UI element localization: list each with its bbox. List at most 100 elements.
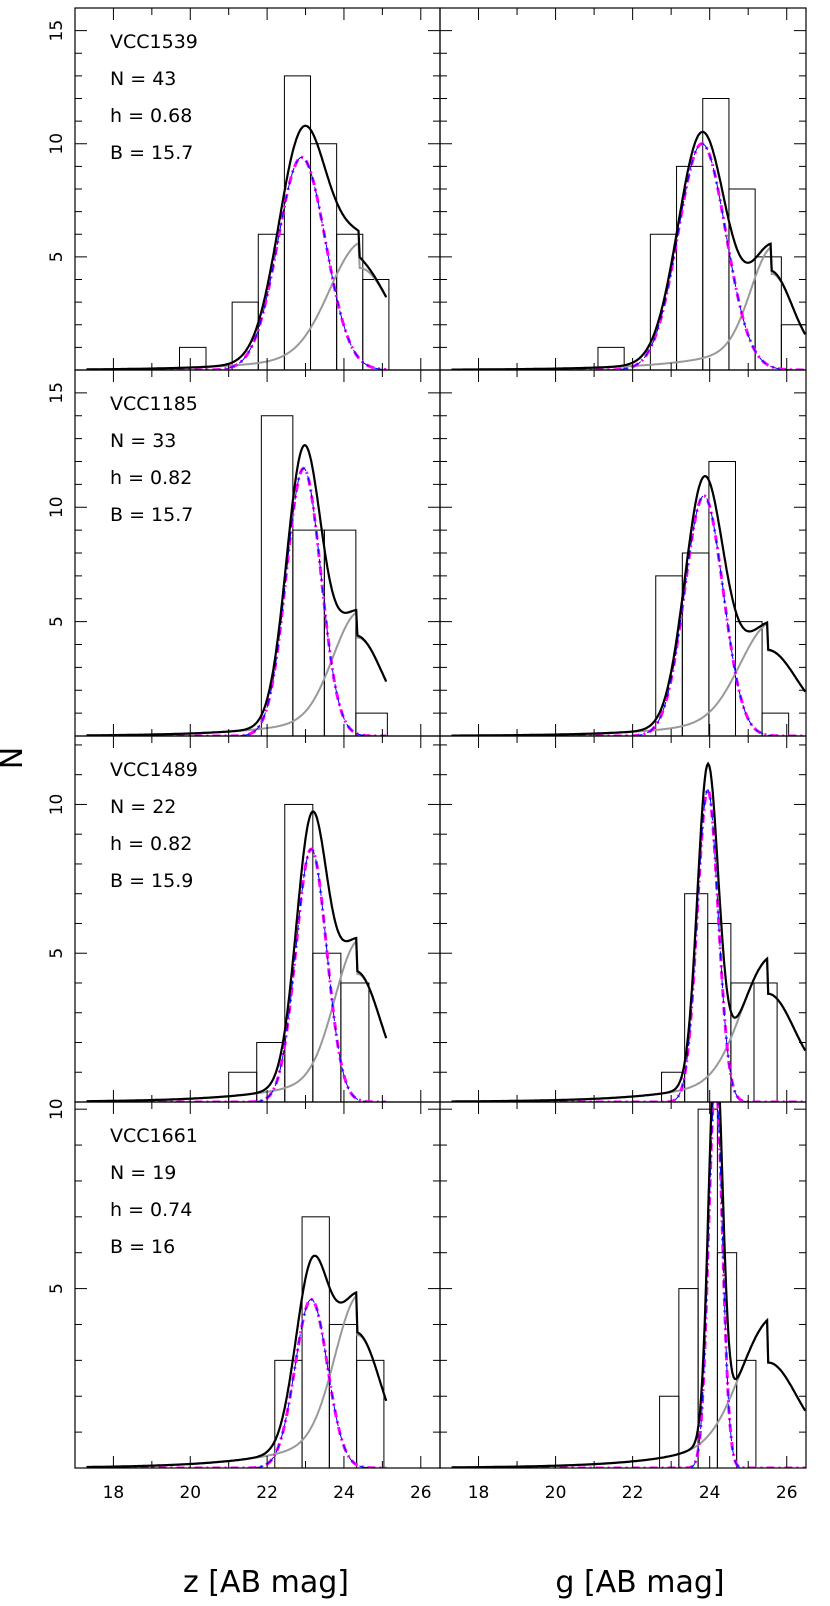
red-gc-curve-magenta <box>451 494 806 736</box>
panel-info-text: B = 16 <box>110 1236 175 1258</box>
histogram-bar <box>730 982 755 1102</box>
panel-frame <box>439 1101 807 1469</box>
histogram-bar <box>761 712 790 736</box>
total-fit-curve <box>451 1102 806 1468</box>
histogram-bar <box>754 256 782 370</box>
total-fit-curve <box>86 444 388 736</box>
panel-info-text: N = 22 <box>110 796 176 818</box>
histogram-bar <box>708 461 736 736</box>
panel-frame <box>74 7 441 371</box>
x-axis-label-left: z [AB mag] <box>183 1565 349 1600</box>
panel-vcc1489-z: 5 10 VCC1489 N = 22 h = 0.82 B = 15.9 <box>47 735 441 1103</box>
panel-vcc1489-g <box>439 735 807 1103</box>
x-tick-label: 18 <box>468 1483 490 1503</box>
panel-vcc1661-g: 18 20 22 24 26 <box>439 1101 807 1503</box>
red-gc-curve-magenta <box>451 142 806 370</box>
panel-info-text: VCC1661 <box>110 1125 198 1147</box>
histogram-bar <box>301 1216 330 1468</box>
y-tick-label: 5 <box>47 948 67 959</box>
red-gc-curve-blue <box>451 495 806 736</box>
histogram-bar <box>260 415 294 736</box>
total-fit-curve <box>451 761 806 1102</box>
histogram-bar <box>707 922 732 1102</box>
red-gc-curve-magenta <box>451 787 806 1102</box>
x-tick-label: 24 <box>699 1483 721 1503</box>
y-tick-label: 15 <box>47 382 67 404</box>
y-tick-label: 10 <box>47 496 67 518</box>
panel-info-text: B = 15.9 <box>110 870 193 892</box>
panel-info-text: B = 15.7 <box>110 504 193 526</box>
red-gc-curve-blue <box>86 467 387 736</box>
blue-gc-curve <box>451 245 806 370</box>
red-gc-curve-blue <box>451 789 806 1102</box>
blue-gc-curve <box>451 621 806 736</box>
panel-info-text: N = 19 <box>110 1162 176 1184</box>
y-tick-label: 10 <box>47 794 67 816</box>
y-tick-label: 5 <box>47 251 67 262</box>
x-tick-label: 22 <box>256 1483 278 1503</box>
x-tick-label: 18 <box>103 1483 125 1503</box>
histogram-bar <box>340 982 370 1102</box>
y-axis-label: N <box>0 747 30 769</box>
blue-gc-curve <box>86 1293 388 1468</box>
panel-vcc1539-z: 5 10 15 VCC1539 N = 43 h = 0.68 B = 15.7 <box>47 7 441 371</box>
red-gc-curve-blue <box>451 1102 806 1468</box>
blue-gc-curve <box>86 610 388 736</box>
panel-vcc1185-g <box>439 369 807 737</box>
panel-vcc1661-z: 5 10 VCC1661 N = 19 h = 0.74 B = 16 18 20 22 24 26 <box>47 1098 441 1503</box>
panel-info-text: VCC1539 <box>110 31 198 53</box>
red-gc-curve-magenta <box>86 155 387 370</box>
histogram-bar <box>702 98 730 370</box>
panel-frame <box>439 369 807 737</box>
histogram-bar <box>228 1071 258 1102</box>
blue-gc-curve <box>451 956 806 1102</box>
histogram-bar <box>597 346 625 370</box>
y-tick-label: 10 <box>47 133 67 155</box>
total-fit-curve <box>86 124 388 370</box>
panel-frame <box>74 735 441 1103</box>
y-tick-label: 15 <box>47 20 67 42</box>
y-tick-label: 5 <box>47 616 67 627</box>
histogram-bar <box>323 529 357 736</box>
panel-vcc1539-g <box>439 7 807 371</box>
total-fit-curve <box>86 1254 388 1468</box>
histogram-bar <box>780 324 806 370</box>
panel-info-text: h = 0.82 <box>110 833 192 855</box>
histogram-bar <box>753 982 778 1102</box>
panel-info-text: VCC1185 <box>110 393 198 415</box>
red-gc-curve-magenta <box>451 1102 806 1468</box>
y-tick-label: 10 <box>47 1098 67 1120</box>
histogram-bar <box>274 1359 303 1468</box>
panels-layer: 5 10 15 VCC1539 N = 43 h = 0.68 B = 15.7 5 10 15 V… <box>47 7 807 1503</box>
histogram-bar <box>356 1359 385 1468</box>
x-tick-label: 20 <box>545 1483 567 1503</box>
panel-frame <box>74 1101 441 1469</box>
histogram-bar <box>284 803 314 1102</box>
panel-vcc1185-z: 5 10 15 VCC1185 N = 33 h = 0.82 B = 15.7 <box>47 369 441 737</box>
panel-info-text: h = 0.74 <box>110 1199 192 1221</box>
red-gc-curve-magenta <box>86 1297 387 1468</box>
x-tick-label: 22 <box>622 1483 644 1503</box>
y-tick-label: 5 <box>47 1283 67 1294</box>
histogram-bar <box>179 346 207 370</box>
x-axis-label-right: g [AB mag] <box>555 1565 724 1600</box>
panel-info-text: B = 15.7 <box>110 142 193 164</box>
x-tick-label: 26 <box>410 1483 432 1503</box>
x-tick-label: 20 <box>179 1483 201 1503</box>
panel-info-text: N = 43 <box>110 68 176 90</box>
panel-info-text: h = 0.68 <box>110 105 192 127</box>
total-fit-curve <box>451 474 806 736</box>
histogram-bar <box>310 143 338 370</box>
red-gc-curve-blue <box>451 143 806 370</box>
red-gc-curve-blue <box>86 848 387 1102</box>
histogram-bar <box>283 75 312 370</box>
histogram-bar <box>257 233 285 370</box>
x-tick-label: 26 <box>776 1483 798 1503</box>
x-tick-label: 24 <box>333 1483 355 1503</box>
histogram-bar <box>355 712 388 736</box>
histogram-bar <box>676 165 704 370</box>
panel-info-text: N = 33 <box>110 430 176 452</box>
blue-gc-curve <box>86 241 388 370</box>
total-fit-curve <box>86 810 388 1102</box>
